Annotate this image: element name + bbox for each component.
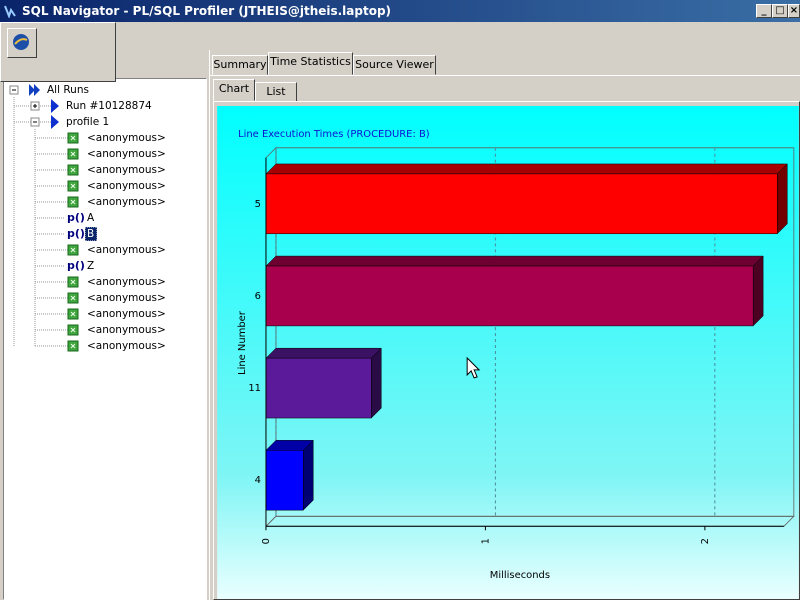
bar-side [777, 163, 788, 235]
node-icon-mark [70, 327, 76, 333]
y-tick-label: 6 [255, 291, 261, 302]
tree-node-label[interactable]: <anonymous> [87, 132, 166, 144]
tab[interactable]: Source Viewer [353, 55, 436, 75]
tree-node-label[interactable]: <anonymous> [87, 292, 166, 304]
tree-node-label[interactable]: profile 1 [66, 116, 109, 128]
node-icon [29, 84, 40, 96]
tree-node-label[interactable]: Z [87, 260, 94, 272]
tree-node-label[interactable]: <anonymous> [87, 276, 166, 288]
tree-node-label[interactable]: <anonymous> [87, 308, 166, 320]
node-icon-mark [70, 247, 76, 253]
tab-page [210, 75, 800, 600]
node-icon-mark [70, 183, 76, 189]
tree-node-label[interactable]: A [87, 212, 95, 224]
tree-node-label[interactable]: <anonymous> [87, 340, 166, 352]
bar-top [265, 163, 788, 175]
node-icon-text: p() [67, 227, 85, 240]
mouse-cursor [466, 356, 481, 379]
right-pane [209, 50, 800, 600]
bar [265, 357, 372, 419]
globe-button[interactable] [7, 28, 37, 58]
chart-title: Line Execution Times (PROCEDURE: B) [238, 129, 430, 140]
tab[interactable]: Time Statistics [268, 52, 353, 75]
toolbar-popup [0, 22, 116, 82]
node-icon-mark [70, 343, 76, 349]
tree-node-label[interactable]: <anonymous> [87, 180, 166, 192]
bar [265, 265, 754, 327]
node-icon [51, 99, 59, 113]
node-icon-mark [70, 295, 76, 301]
bar-side [303, 439, 314, 511]
bar-top [265, 255, 764, 267]
tree-node-label[interactable]: Run #10128874 [66, 100, 152, 112]
tree: All Runs Run #10128874 profile 1 <anonymous… [9, 84, 166, 352]
node-icon [51, 115, 59, 129]
maximize-button[interactable]: □ [772, 4, 788, 18]
x-tick-label: 1 [480, 538, 491, 544]
x-axis-title: Milliseconds [490, 570, 550, 581]
title-bar: SQL Navigator - PL/SQL Profiler (JTHEIS@… [0, 0, 800, 22]
x-tick-label: 0 [261, 538, 272, 544]
bar-top [265, 347, 382, 359]
node-icon-mark [70, 167, 76, 173]
bar [265, 173, 778, 235]
tree-node-label[interactable]: B [87, 228, 94, 240]
selection [84, 226, 98, 242]
tree-node-label[interactable]: <anonymous> [87, 244, 166, 256]
node-icon-mark [70, 151, 76, 157]
window-title: SQL Navigator - PL/SQL Profiler (JTHEIS@… [22, 4, 392, 18]
node-icon-text: p() [67, 259, 85, 272]
tab[interactable]: Summary [212, 55, 268, 75]
node-icon-text: p() [67, 211, 85, 224]
tree-node-label[interactable]: <anonymous> [87, 148, 166, 160]
node-icon-mark [70, 135, 76, 141]
bar-side [371, 347, 382, 419]
chart: Line Execution Times (PROCEDURE: B) Mill… [213, 101, 800, 600]
node-icon-mark [70, 279, 76, 285]
minimize-button[interactable]: _ [756, 4, 772, 18]
y-tick-label: 4 [255, 475, 261, 486]
y-tick-label: 5 [255, 199, 261, 210]
tree-node-label[interactable]: <anonymous> [87, 196, 166, 208]
subtab[interactable]: Chart [213, 79, 255, 101]
tree-node-label[interactable]: <anonymous> [87, 164, 166, 176]
tree-panel: All Runs Run #10128874 profile 1 <anonymous… [3, 78, 207, 600]
tree-node-label[interactable]: All Runs [47, 84, 89, 96]
close-button[interactable]: × [788, 4, 800, 18]
globe-icon [13, 34, 29, 50]
tree-node-label[interactable]: <anonymous> [87, 324, 166, 336]
bar-side [752, 255, 764, 327]
node-icon-mark [70, 311, 76, 317]
subtab[interactable]: List [255, 82, 297, 102]
app-icon [4, 5, 16, 18]
node-icon-mark [70, 199, 76, 205]
bar [265, 450, 304, 511]
y-tick-label: 11 [248, 383, 261, 394]
y-axis-title: Line Number [237, 310, 248, 375]
x-tick-label: 2 [700, 538, 711, 544]
